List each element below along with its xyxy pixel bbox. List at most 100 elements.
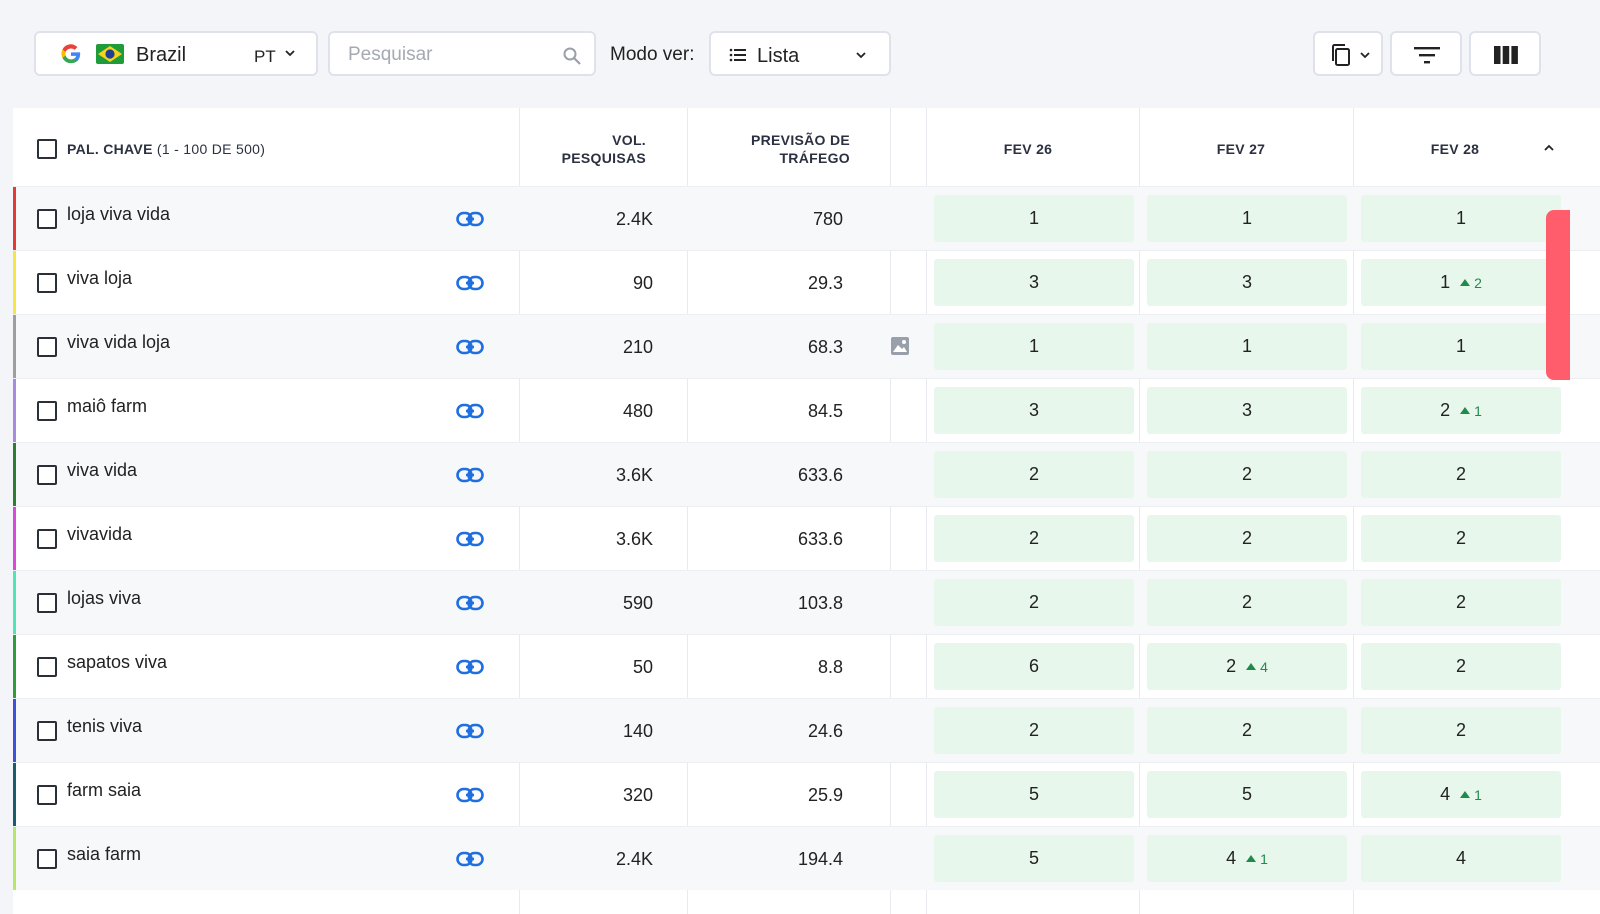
position-value: 6 bbox=[1028, 656, 1039, 676]
date-column-header[interactable]: FEV 27 bbox=[1216, 141, 1266, 157]
position-change: 4 bbox=[1246, 659, 1268, 675]
row-checkbox[interactable] bbox=[37, 209, 57, 229]
position-cell[interactable]: 2 bbox=[1361, 451, 1561, 498]
link-icon[interactable] bbox=[456, 531, 484, 547]
select-all-checkbox[interactable] bbox=[37, 139, 57, 159]
keyword-text[interactable]: viva vida bbox=[67, 460, 138, 480]
row-checkbox[interactable] bbox=[37, 657, 57, 677]
keyword-text[interactable]: tenis viva bbox=[67, 716, 143, 736]
keyword-text[interactable]: viva loja bbox=[67, 268, 133, 288]
position-cell[interactable]: 2 bbox=[1147, 579, 1347, 626]
search-engine-select[interactable]: Brazil PT bbox=[34, 31, 318, 76]
keyword-color-marker bbox=[13, 315, 16, 378]
link-icon[interactable] bbox=[456, 787, 484, 803]
keyword-text[interactable]: sapatos viva bbox=[67, 652, 168, 672]
position-cell[interactable]: 3 bbox=[1147, 259, 1347, 306]
keyword-text[interactable]: vivavida bbox=[67, 524, 133, 544]
link-icon[interactable] bbox=[456, 275, 484, 291]
keyword-text[interactable]: maiô farm bbox=[67, 396, 148, 416]
position-cell[interactable]: 3 bbox=[934, 387, 1134, 434]
keyword-text[interactable]: lojas viva bbox=[67, 588, 142, 608]
position-value: 4 bbox=[1440, 784, 1451, 804]
search-box bbox=[328, 31, 596, 76]
row-checkbox[interactable] bbox=[37, 721, 57, 741]
traffic-column-header[interactable]: PREVISÃO DE TRÁFEGO bbox=[703, 131, 850, 171]
row-checkbox[interactable] bbox=[37, 593, 57, 613]
position-value: 3 bbox=[1028, 400, 1039, 420]
columns-button[interactable] bbox=[1469, 31, 1541, 76]
position-cell[interactable]: 1 bbox=[1361, 195, 1561, 242]
search-input[interactable] bbox=[346, 42, 560, 68]
position-cell[interactable]: 1 bbox=[934, 195, 1134, 242]
image-icon[interactable] bbox=[890, 336, 910, 356]
position-cell[interactable]: 3 bbox=[1147, 387, 1347, 434]
position-cell[interactable]: 2 bbox=[1361, 515, 1561, 562]
row-checkbox[interactable] bbox=[37, 337, 57, 357]
position-cell[interactable]: 5 bbox=[1147, 771, 1347, 818]
keyword-text[interactable]: farm saia bbox=[67, 780, 142, 800]
position-cell[interactable]: 1 bbox=[1147, 195, 1347, 242]
row-checkbox[interactable] bbox=[37, 465, 57, 485]
copy-button[interactable] bbox=[1313, 31, 1383, 76]
position-cell[interactable]: 2 bbox=[934, 707, 1134, 754]
position-cell[interactable]: 2 bbox=[934, 451, 1134, 498]
position-value: 1 bbox=[1241, 208, 1252, 228]
link-icon[interactable] bbox=[456, 467, 484, 483]
position-cell[interactable]: 5 bbox=[934, 835, 1134, 882]
position-value: 2 bbox=[1028, 592, 1039, 612]
feedback-side-tab[interactable] bbox=[1546, 210, 1570, 380]
date-column-header[interactable]: FEV 28 bbox=[1430, 141, 1480, 157]
chevron-up-icon[interactable] bbox=[1543, 143, 1555, 153]
position-cell[interactable]: 2 bbox=[1361, 707, 1561, 754]
volume-column-header[interactable]: VOL. PESQUISAS bbox=[533, 131, 646, 171]
position-value: 5 bbox=[1241, 784, 1252, 804]
position-cell[interactable]: 1 bbox=[934, 323, 1134, 370]
search-icon[interactable] bbox=[562, 46, 582, 66]
chevron-down-icon bbox=[1360, 52, 1370, 59]
position-change: 1 bbox=[1460, 787, 1482, 803]
position-cell[interactable]: 1 bbox=[1361, 323, 1561, 370]
position-cell[interactable]: 3 bbox=[934, 259, 1134, 306]
position-cell[interactable]: 2 bbox=[1147, 515, 1347, 562]
position-cell[interactable]: 2 bbox=[1361, 579, 1561, 626]
position-cell[interactable]: 2 bbox=[1147, 451, 1347, 498]
keyword-color-marker bbox=[13, 443, 16, 506]
keyword-text[interactable]: loja viva vida bbox=[67, 204, 171, 224]
link-icon[interactable] bbox=[456, 659, 484, 675]
position-cell[interactable]: 2 bbox=[934, 515, 1134, 562]
traffic-forecast-value: 633.6 bbox=[797, 465, 843, 485]
row-checkbox[interactable] bbox=[37, 401, 57, 421]
link-icon[interactable] bbox=[456, 339, 484, 355]
position-cell[interactable]: 4 bbox=[1361, 835, 1561, 882]
row-checkbox[interactable] bbox=[37, 785, 57, 805]
position-cell[interactable]: 6 bbox=[934, 643, 1134, 690]
position-cell[interactable]: 2 bbox=[1147, 707, 1347, 754]
link-icon[interactable] bbox=[456, 403, 484, 419]
date-column-header[interactable]: FEV 26 bbox=[1003, 141, 1053, 157]
link-icon[interactable] bbox=[456, 211, 484, 227]
filter-button[interactable] bbox=[1390, 31, 1462, 76]
keyword-text[interactable]: viva vida loja bbox=[67, 332, 171, 352]
keyword-text[interactable]: saia farm bbox=[67, 844, 142, 864]
row-checkbox[interactable] bbox=[37, 849, 57, 869]
position-value: 2 bbox=[1440, 400, 1451, 420]
position-cell[interactable]: 5 bbox=[934, 771, 1134, 818]
row-checkbox[interactable] bbox=[37, 529, 57, 549]
chevron-down-icon bbox=[856, 52, 866, 59]
link-icon[interactable] bbox=[456, 851, 484, 867]
view-mode-select[interactable]: Lista bbox=[709, 31, 891, 76]
traffic-header-line1: PREVISÃO DE bbox=[751, 132, 850, 148]
position-cell[interactable]: 1 bbox=[1147, 323, 1347, 370]
link-icon[interactable] bbox=[456, 595, 484, 611]
row-checkbox[interactable] bbox=[37, 273, 57, 293]
link-icon[interactable] bbox=[456, 723, 484, 739]
position-cell[interactable]: 2 bbox=[934, 579, 1134, 626]
keyword-column-header[interactable]: PAL. CHAVE (1 - 100 DE 500) bbox=[67, 141, 265, 161]
position-cell[interactable]: 2 bbox=[1361, 643, 1561, 690]
